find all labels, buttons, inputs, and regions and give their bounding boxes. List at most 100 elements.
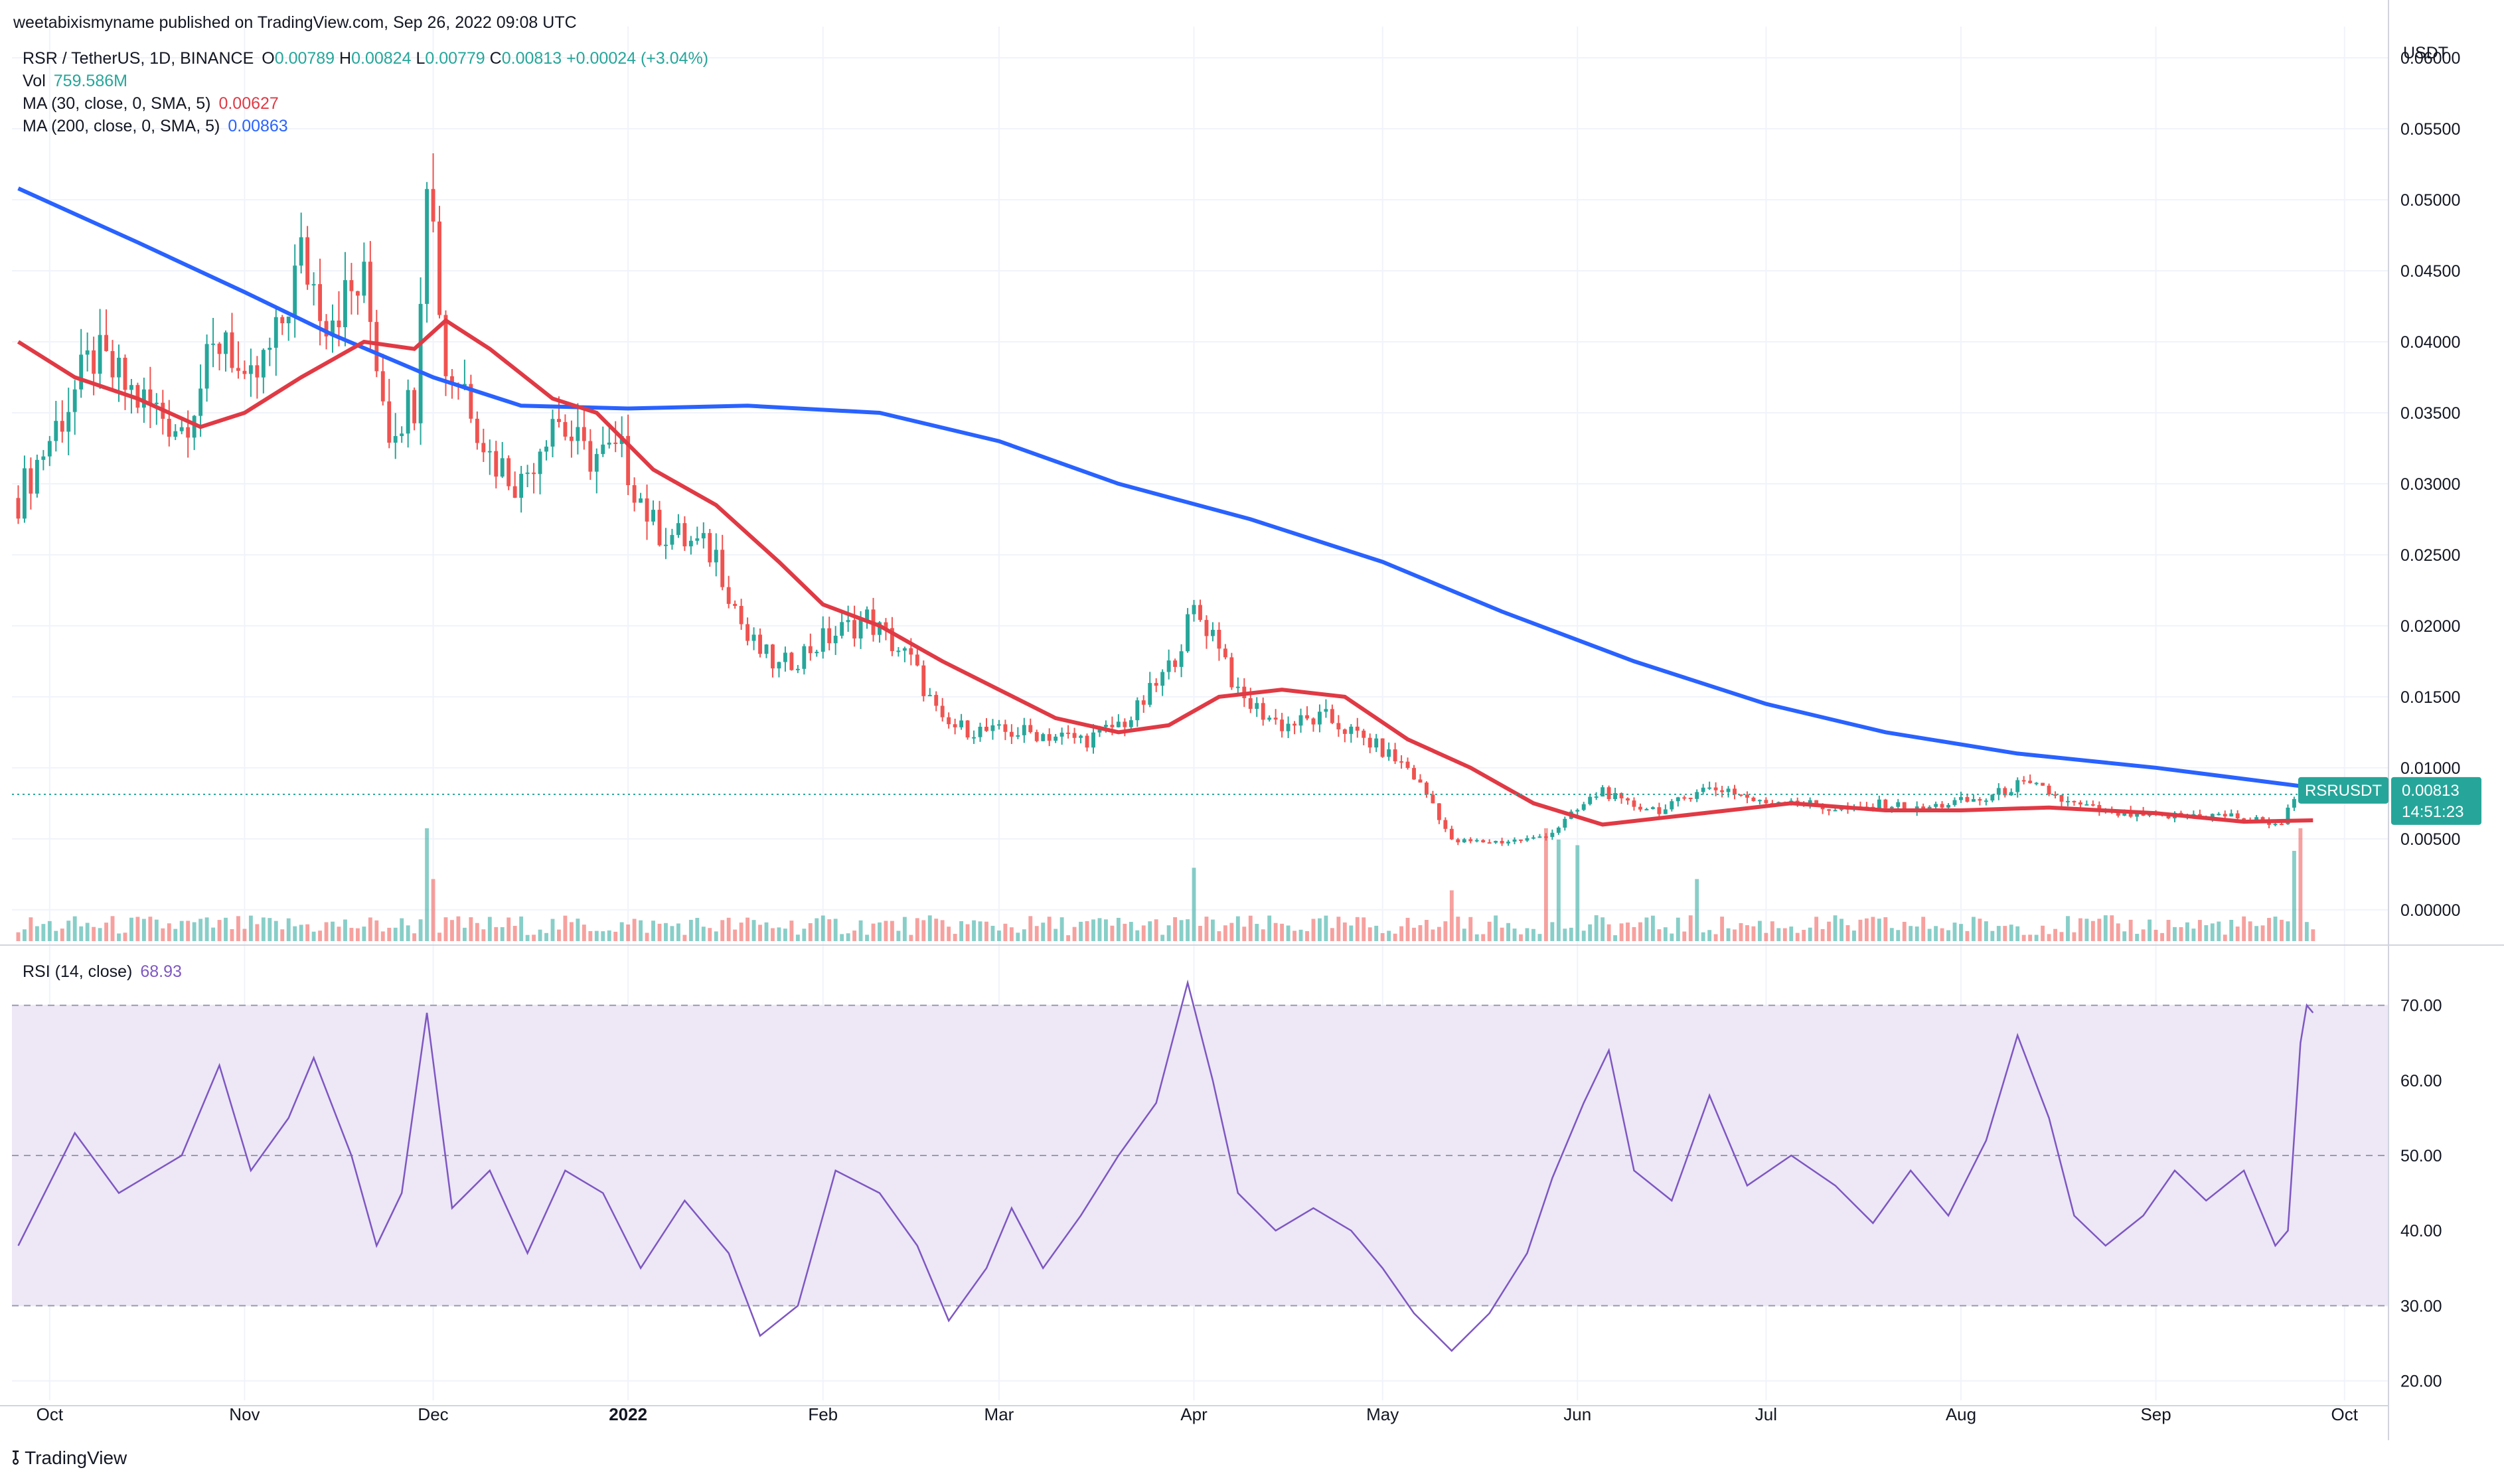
candle	[733, 600, 738, 609]
candle-body	[1500, 841, 1504, 844]
volume-bar	[1915, 927, 1919, 941]
candle	[601, 426, 605, 457]
volume-bar	[1569, 927, 1573, 941]
candle-body	[2021, 780, 2026, 782]
vol-value: 759.586M	[53, 72, 127, 90]
candle	[167, 400, 171, 447]
volume-bar	[1474, 934, 1479, 941]
volume-bar	[1978, 919, 1982, 941]
candle-body	[902, 648, 907, 651]
time-tick-label: Oct	[37, 1404, 64, 1424]
volume-bar	[795, 934, 800, 941]
candle	[1650, 806, 1655, 810]
candle-body	[268, 347, 272, 350]
pair-label[interactable]: RSR / TetherUS, 1D, BINANCE	[23, 49, 254, 68]
candle	[1632, 797, 1636, 811]
volume-bar	[1204, 917, 1209, 941]
volume-bar	[1412, 927, 1416, 941]
volume-bar	[2280, 919, 2284, 941]
candle-body	[54, 421, 58, 441]
volume-bar	[902, 917, 907, 941]
volume-bar	[532, 934, 536, 941]
tradingview-brand[interactable]: ⫱ TradingView	[12, 1447, 127, 1469]
candle-body	[1946, 804, 1950, 808]
volume-bar	[1946, 930, 1950, 941]
volume-bar	[380, 931, 385, 941]
legend-main: RSR / TetherUS, 1D, BINANCE O0.00789 H0.…	[23, 49, 708, 68]
volume-bar	[2292, 851, 2296, 941]
volume-bar	[35, 926, 39, 941]
candle-body	[1638, 806, 1642, 810]
rsi-label[interactable]: RSI (14, close)	[23, 962, 133, 981]
price-tick-label: 0.05500	[2400, 120, 2460, 139]
candle	[745, 617, 750, 646]
candle	[1267, 715, 1272, 722]
volume-bar	[92, 927, 96, 941]
symbol-tag-box	[2298, 777, 2388, 804]
candle	[500, 441, 505, 479]
volume-bar	[1148, 921, 1152, 941]
candle	[1456, 838, 1460, 846]
volume-bar	[1468, 917, 1473, 941]
candle	[1318, 704, 1322, 733]
volume-bar	[204, 917, 209, 941]
volume-bar	[959, 921, 964, 941]
candle	[1940, 801, 1944, 810]
volume-bar	[607, 930, 611, 941]
volume-bar	[179, 921, 184, 941]
vol-label[interactable]: Vol	[23, 72, 46, 90]
candle-body	[1474, 840, 1479, 842]
candle	[996, 719, 1001, 730]
candle-body	[1601, 787, 1605, 797]
ma30-label[interactable]: MA (30, close, 0, SMA, 5)	[23, 94, 211, 113]
candle-body	[1349, 726, 1354, 734]
volume-bar	[871, 923, 876, 941]
candle	[594, 448, 599, 494]
volume-bar	[29, 917, 33, 941]
candle-body	[2003, 788, 2007, 796]
legend-ma200: MA (200, close, 0, SMA, 5) 0.00863	[23, 117, 288, 136]
time-tick-label: Apr	[1180, 1404, 1208, 1424]
candle-body	[85, 350, 90, 355]
candle	[1047, 728, 1052, 747]
rsi-tick-label: 60.00	[2400, 1072, 2442, 1090]
volume-bar	[437, 932, 441, 941]
candle-body	[1085, 735, 1089, 748]
volume-bar	[1581, 930, 1586, 941]
volume-bar	[154, 919, 159, 941]
time-tick-label: 2022	[609, 1404, 647, 1424]
price-tick-label: 0.04500	[2400, 262, 2460, 281]
candle-body	[217, 343, 222, 354]
candle-body	[1745, 794, 1749, 798]
volume-bar	[123, 932, 127, 941]
volume-bar	[1330, 928, 1334, 941]
candle	[582, 407, 586, 450]
volume-bar	[550, 919, 555, 941]
candle-body	[1676, 797, 1680, 802]
candle	[1431, 790, 1435, 804]
candle-body	[714, 550, 718, 563]
volume-bar	[1267, 915, 1272, 941]
ma200-label[interactable]: MA (200, close, 0, SMA, 5)	[23, 117, 220, 135]
candle	[1588, 794, 1593, 806]
volume-bar	[1116, 917, 1121, 941]
candle-body	[148, 389, 153, 404]
candle	[355, 291, 360, 315]
candle-body	[771, 644, 775, 669]
candle	[280, 315, 285, 335]
volume-bar	[248, 915, 253, 941]
volume-bar	[733, 929, 738, 941]
candle	[54, 401, 58, 452]
volume-bar	[953, 934, 957, 941]
volume-bar	[764, 922, 769, 941]
candle	[1009, 724, 1014, 745]
candle-body	[996, 724, 1001, 726]
volume-bar	[1757, 921, 1762, 941]
candle	[1638, 803, 1642, 812]
volume-bar	[569, 922, 574, 941]
volume-bar	[2084, 919, 2089, 941]
volume-bar	[1362, 917, 1366, 941]
candle-body	[1827, 809, 1832, 811]
candle-body	[173, 431, 178, 437]
